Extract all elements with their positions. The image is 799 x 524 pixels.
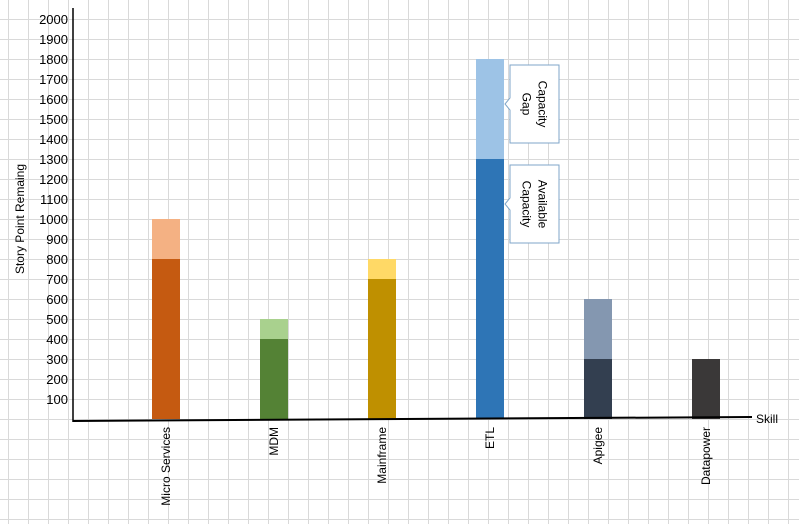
bar-segment bbox=[152, 259, 180, 419]
y-tick-label: 800 bbox=[46, 252, 68, 267]
x-category-label: ETL bbox=[483, 427, 497, 449]
bar-segment bbox=[152, 219, 180, 259]
x-axis-line bbox=[72, 416, 753, 422]
callout-text: CapacityGap bbox=[520, 81, 550, 128]
y-tick-label: 1800 bbox=[39, 52, 68, 67]
bar-segment bbox=[368, 279, 396, 419]
y-tick-label: 1000 bbox=[39, 212, 68, 227]
y-tick-label: 1700 bbox=[39, 72, 68, 87]
x-category-label: Apigee bbox=[591, 427, 605, 465]
y-tick-label: 1200 bbox=[39, 172, 68, 187]
y-tick-label: 500 bbox=[46, 312, 68, 327]
callout-line: Capacity bbox=[536, 81, 550, 128]
x-category-label: Mainframe bbox=[375, 427, 389, 484]
bar-segment bbox=[584, 299, 612, 359]
bar-segment bbox=[368, 259, 396, 279]
bar-segment bbox=[584, 359, 612, 419]
callout-box bbox=[504, 64, 560, 144]
y-tick-label: 600 bbox=[46, 292, 68, 307]
y-tick-label: 1400 bbox=[39, 132, 68, 147]
callout-line: Gap bbox=[520, 93, 534, 116]
y-tick-labels: 100 200 300 400 500 600 700 800 900 1000 1100 1200 1… bbox=[39, 12, 68, 407]
y-tick-label: 700 bbox=[46, 272, 68, 287]
x-category-label: Datapower bbox=[699, 427, 713, 485]
callout-line: Available bbox=[536, 180, 550, 229]
y-tick-label: 300 bbox=[46, 352, 68, 367]
callout-line: Capacity bbox=[520, 181, 534, 228]
y-tick-label: 1900 bbox=[39, 32, 68, 47]
x-category-labels: Micro Services MDM Mainframe ETL Apigee Datap… bbox=[159, 427, 713, 506]
y-tick-label: 1500 bbox=[39, 112, 68, 127]
x-category-label: MDM bbox=[267, 427, 281, 456]
axes bbox=[72, 8, 753, 422]
y-tick-label: 200 bbox=[46, 372, 68, 387]
y-axis-title: Story Point Remaing bbox=[13, 164, 27, 274]
y-tick-label: 400 bbox=[46, 332, 68, 347]
y-tick-label: 2000 bbox=[39, 12, 68, 27]
bar-segment bbox=[260, 319, 288, 339]
x-category-label: Micro Services bbox=[159, 427, 173, 506]
bar-segment bbox=[476, 59, 504, 159]
y-tick-label: 1300 bbox=[39, 152, 68, 167]
bars bbox=[152, 59, 720, 419]
callout-text: AvailableCapacity bbox=[520, 180, 550, 229]
bar-segment bbox=[692, 359, 720, 419]
x-axis-title: Skill bbox=[756, 412, 778, 426]
callout-box bbox=[504, 164, 560, 244]
bar-segment bbox=[260, 339, 288, 419]
bar-segment bbox=[476, 159, 504, 419]
y-tick-label: 100 bbox=[46, 392, 68, 407]
y-tick-label: 1600 bbox=[39, 92, 68, 107]
y-tick-label: 900 bbox=[46, 232, 68, 247]
y-tick-label: 1100 bbox=[40, 192, 68, 207]
